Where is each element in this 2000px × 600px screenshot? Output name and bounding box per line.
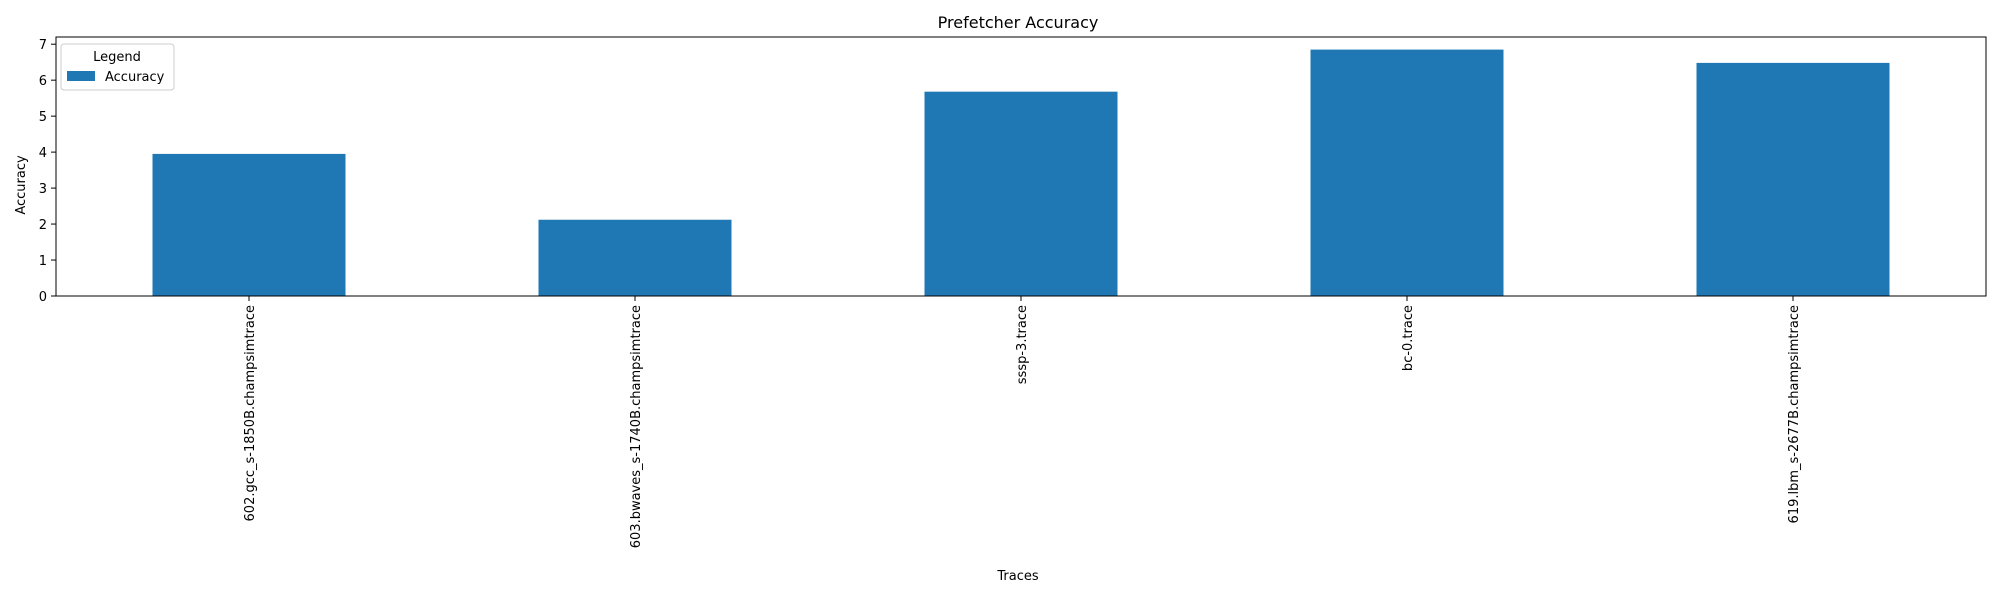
bar bbox=[538, 219, 732, 296]
bar bbox=[1310, 49, 1504, 297]
x-tick-label: bc-0.trace bbox=[1401, 305, 1416, 371]
x-tick-label: 602.gcc_s-1850B.champsimtrace bbox=[243, 305, 258, 521]
plot-area: 0 1 2 3 4 5 6 7 602.gcc_s-1850B.champsimtrace 603… bbox=[39, 36, 1987, 548]
chart-title: Prefetcher Accuracy bbox=[938, 13, 1099, 32]
y-tick-label: 4 bbox=[39, 146, 47, 161]
y-tick-label: 7 bbox=[39, 38, 47, 53]
y-tick-label: 0 bbox=[39, 290, 47, 305]
bar bbox=[152, 153, 346, 296]
y-tick-label: 1 bbox=[39, 254, 47, 269]
legend-title: Legend bbox=[93, 50, 141, 65]
y-tick-label: 3 bbox=[39, 182, 47, 197]
y-tick-label: 6 bbox=[39, 74, 47, 89]
bar bbox=[1696, 62, 1890, 297]
legend-swatch bbox=[67, 71, 95, 81]
legend: Legend Accuracy bbox=[60, 43, 175, 91]
y-axis-label: Accuracy bbox=[14, 155, 29, 215]
x-tick-label: 619.lbm_s-2677B.champsimtrace bbox=[1787, 305, 1802, 523]
y-tick-label: 5 bbox=[39, 110, 47, 125]
x-tick-label: 603.bwaves_s-1740B.champsimtrace bbox=[629, 305, 644, 548]
bar bbox=[924, 91, 1118, 296]
y-tick-label: 2 bbox=[39, 218, 47, 233]
legend-series-name: Accuracy bbox=[105, 70, 165, 85]
x-axis-label: Traces bbox=[996, 569, 1038, 584]
x-tick-label: sssp-3.trace bbox=[1015, 305, 1030, 384]
